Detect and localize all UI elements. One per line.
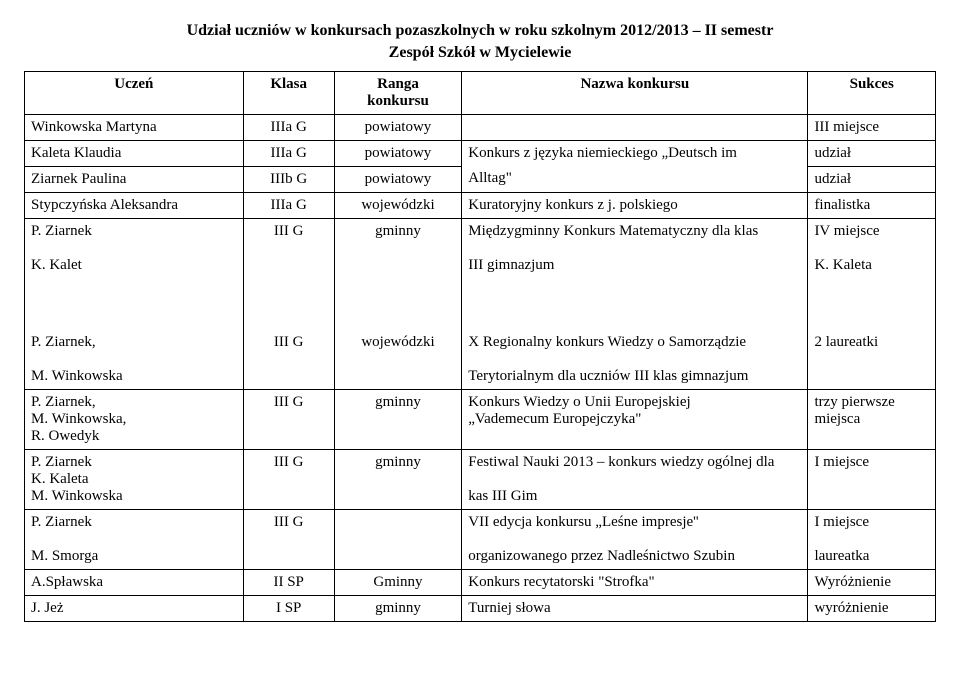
th-rank: Ranga konkursu xyxy=(334,71,462,114)
cell-class: III G xyxy=(243,330,334,390)
cell-name: Kuratoryjny konkurs z j. polskiego xyxy=(462,192,808,218)
th-name: Nazwa konkursu xyxy=(462,71,808,114)
th-student: Uczeń xyxy=(25,71,244,114)
table-row: P. Ziarnek, M. Winkowska, R. Owedyk III … xyxy=(25,389,936,449)
cell-student: A.Spławska xyxy=(25,569,244,595)
cell-name: Konkurs Wiedzy o Unii Europejskiej „Vade… xyxy=(462,389,808,449)
cell-success: IV miejsce K. Kaleta xyxy=(808,218,936,278)
cell-success: udział xyxy=(808,140,936,166)
cell-rank xyxy=(334,509,462,569)
cell-student: P. Ziarnek M. Smorga xyxy=(25,509,244,569)
cell-success: 2 laureatki xyxy=(808,330,936,390)
cell-name: Konkurs recytatorski "Strofka" xyxy=(462,569,808,595)
cell-rank: powiatowy xyxy=(334,140,462,166)
spacer-row xyxy=(25,278,936,304)
cell-student: P. Ziarnek K. Kaleta M. Winkowska xyxy=(25,449,244,509)
cell-student: Ziarnek Paulina xyxy=(25,166,244,192)
table-header-row: Uczeń Klasa Ranga konkursu Nazwa konkurs… xyxy=(25,71,936,114)
cell-class: IIIb G xyxy=(243,166,334,192)
cell-rank: powiatowy xyxy=(334,166,462,192)
cell-name: Konkurs z języka niemieckiego „Deutsch i… xyxy=(462,140,808,166)
cell-success: III miejsce xyxy=(808,114,936,140)
cell-class: III G xyxy=(243,449,334,509)
table-row: A.Spławska II SP Gminny Konkurs recytato… xyxy=(25,569,936,595)
cell-rank: powiatowy xyxy=(334,114,462,140)
cell-success: finalistka xyxy=(808,192,936,218)
cell-rank: gminny xyxy=(334,389,462,449)
table-row: P. Ziarnek K. Kaleta M. Winkowska III G … xyxy=(25,449,936,509)
table-row: Ziarnek Paulina IIIb G powiatowy Alltag"… xyxy=(25,166,936,192)
cell-success: Wyróżnienie xyxy=(808,569,936,595)
table-row: P. Ziarnek, M. Winkowska III G wojewódzk… xyxy=(25,330,936,390)
cell-student: Kaleta Klaudia xyxy=(25,140,244,166)
cell-student: P. Ziarnek, M. Winkowska, R. Owedyk xyxy=(25,389,244,449)
cell-rank: wojewódzki xyxy=(334,330,462,390)
cell-name: Międzygminny Konkurs Matematyczny dla kl… xyxy=(462,218,808,278)
table-row: Kaleta Klaudia IIIa G powiatowy Konkurs … xyxy=(25,140,936,166)
title-line1: Udział uczniów w konkursach pozaszkolnyc… xyxy=(187,22,774,39)
table-row: Winkowska Martyna IIIa G powiatowy III m… xyxy=(25,114,936,140)
th-success: Sukces xyxy=(808,71,936,114)
table-row: P. Ziarnek M. Smorga III G VII edycja ko… xyxy=(25,509,936,569)
cell-class: III G xyxy=(243,389,334,449)
cell-success: udział xyxy=(808,166,936,192)
cell-rank: gminny xyxy=(334,218,462,278)
cell-student: Winkowska Martyna xyxy=(25,114,244,140)
cell-class: III G xyxy=(243,509,334,569)
cell-class: I SP xyxy=(243,595,334,621)
cell-name: VII edycja konkursu „Leśne impresje'' or… xyxy=(462,509,808,569)
cell-class: III G xyxy=(243,218,334,278)
cell-class: IIIa G xyxy=(243,192,334,218)
th-class: Klasa xyxy=(243,71,334,114)
cell-student: P. Ziarnek K. Kalet xyxy=(25,218,244,278)
title-line2: Zespół Szkół w Mycielewie xyxy=(389,44,572,61)
table-row: Stypczyńska Aleksandra IIIa G wojewódzki… xyxy=(25,192,936,218)
page-title: Udział uczniów w konkursach pozaszkolnyc… xyxy=(24,20,936,65)
cell-student: J. Jeż xyxy=(25,595,244,621)
cell-class: IIIa G xyxy=(243,140,334,166)
cell-student: P. Ziarnek, M. Winkowska xyxy=(25,330,244,390)
cell-name: Turniej słowa xyxy=(462,595,808,621)
cell-name xyxy=(462,114,808,140)
cell-success: trzy pierwsze miejsca xyxy=(808,389,936,449)
cell-class: IIIa G xyxy=(243,114,334,140)
cell-class: II SP xyxy=(243,569,334,595)
cell-name: Festiwal Nauki 2013 – konkurs wiedzy ogó… xyxy=(462,449,808,509)
spacer-row xyxy=(25,304,936,330)
table-row: J. Jeż I SP gminny Turniej słowa wyróżni… xyxy=(25,595,936,621)
cell-success: wyróżnienie xyxy=(808,595,936,621)
cell-success: I miejsce laureatka xyxy=(808,509,936,569)
cell-name: Alltag" xyxy=(462,166,808,192)
cell-rank: gminny xyxy=(334,595,462,621)
cell-student: Stypczyńska Aleksandra xyxy=(25,192,244,218)
cell-rank: Gminny xyxy=(334,569,462,595)
cell-rank: gminny xyxy=(334,449,462,509)
cell-name: X Regionalny konkurs Wiedzy o Samorządzi… xyxy=(462,330,808,390)
results-table: Uczeń Klasa Ranga konkursu Nazwa konkurs… xyxy=(24,71,936,622)
table-row: P. Ziarnek K. Kalet III G gminny Międzyg… xyxy=(25,218,936,278)
cell-rank: wojewódzki xyxy=(334,192,462,218)
cell-success: I miejsce xyxy=(808,449,936,509)
